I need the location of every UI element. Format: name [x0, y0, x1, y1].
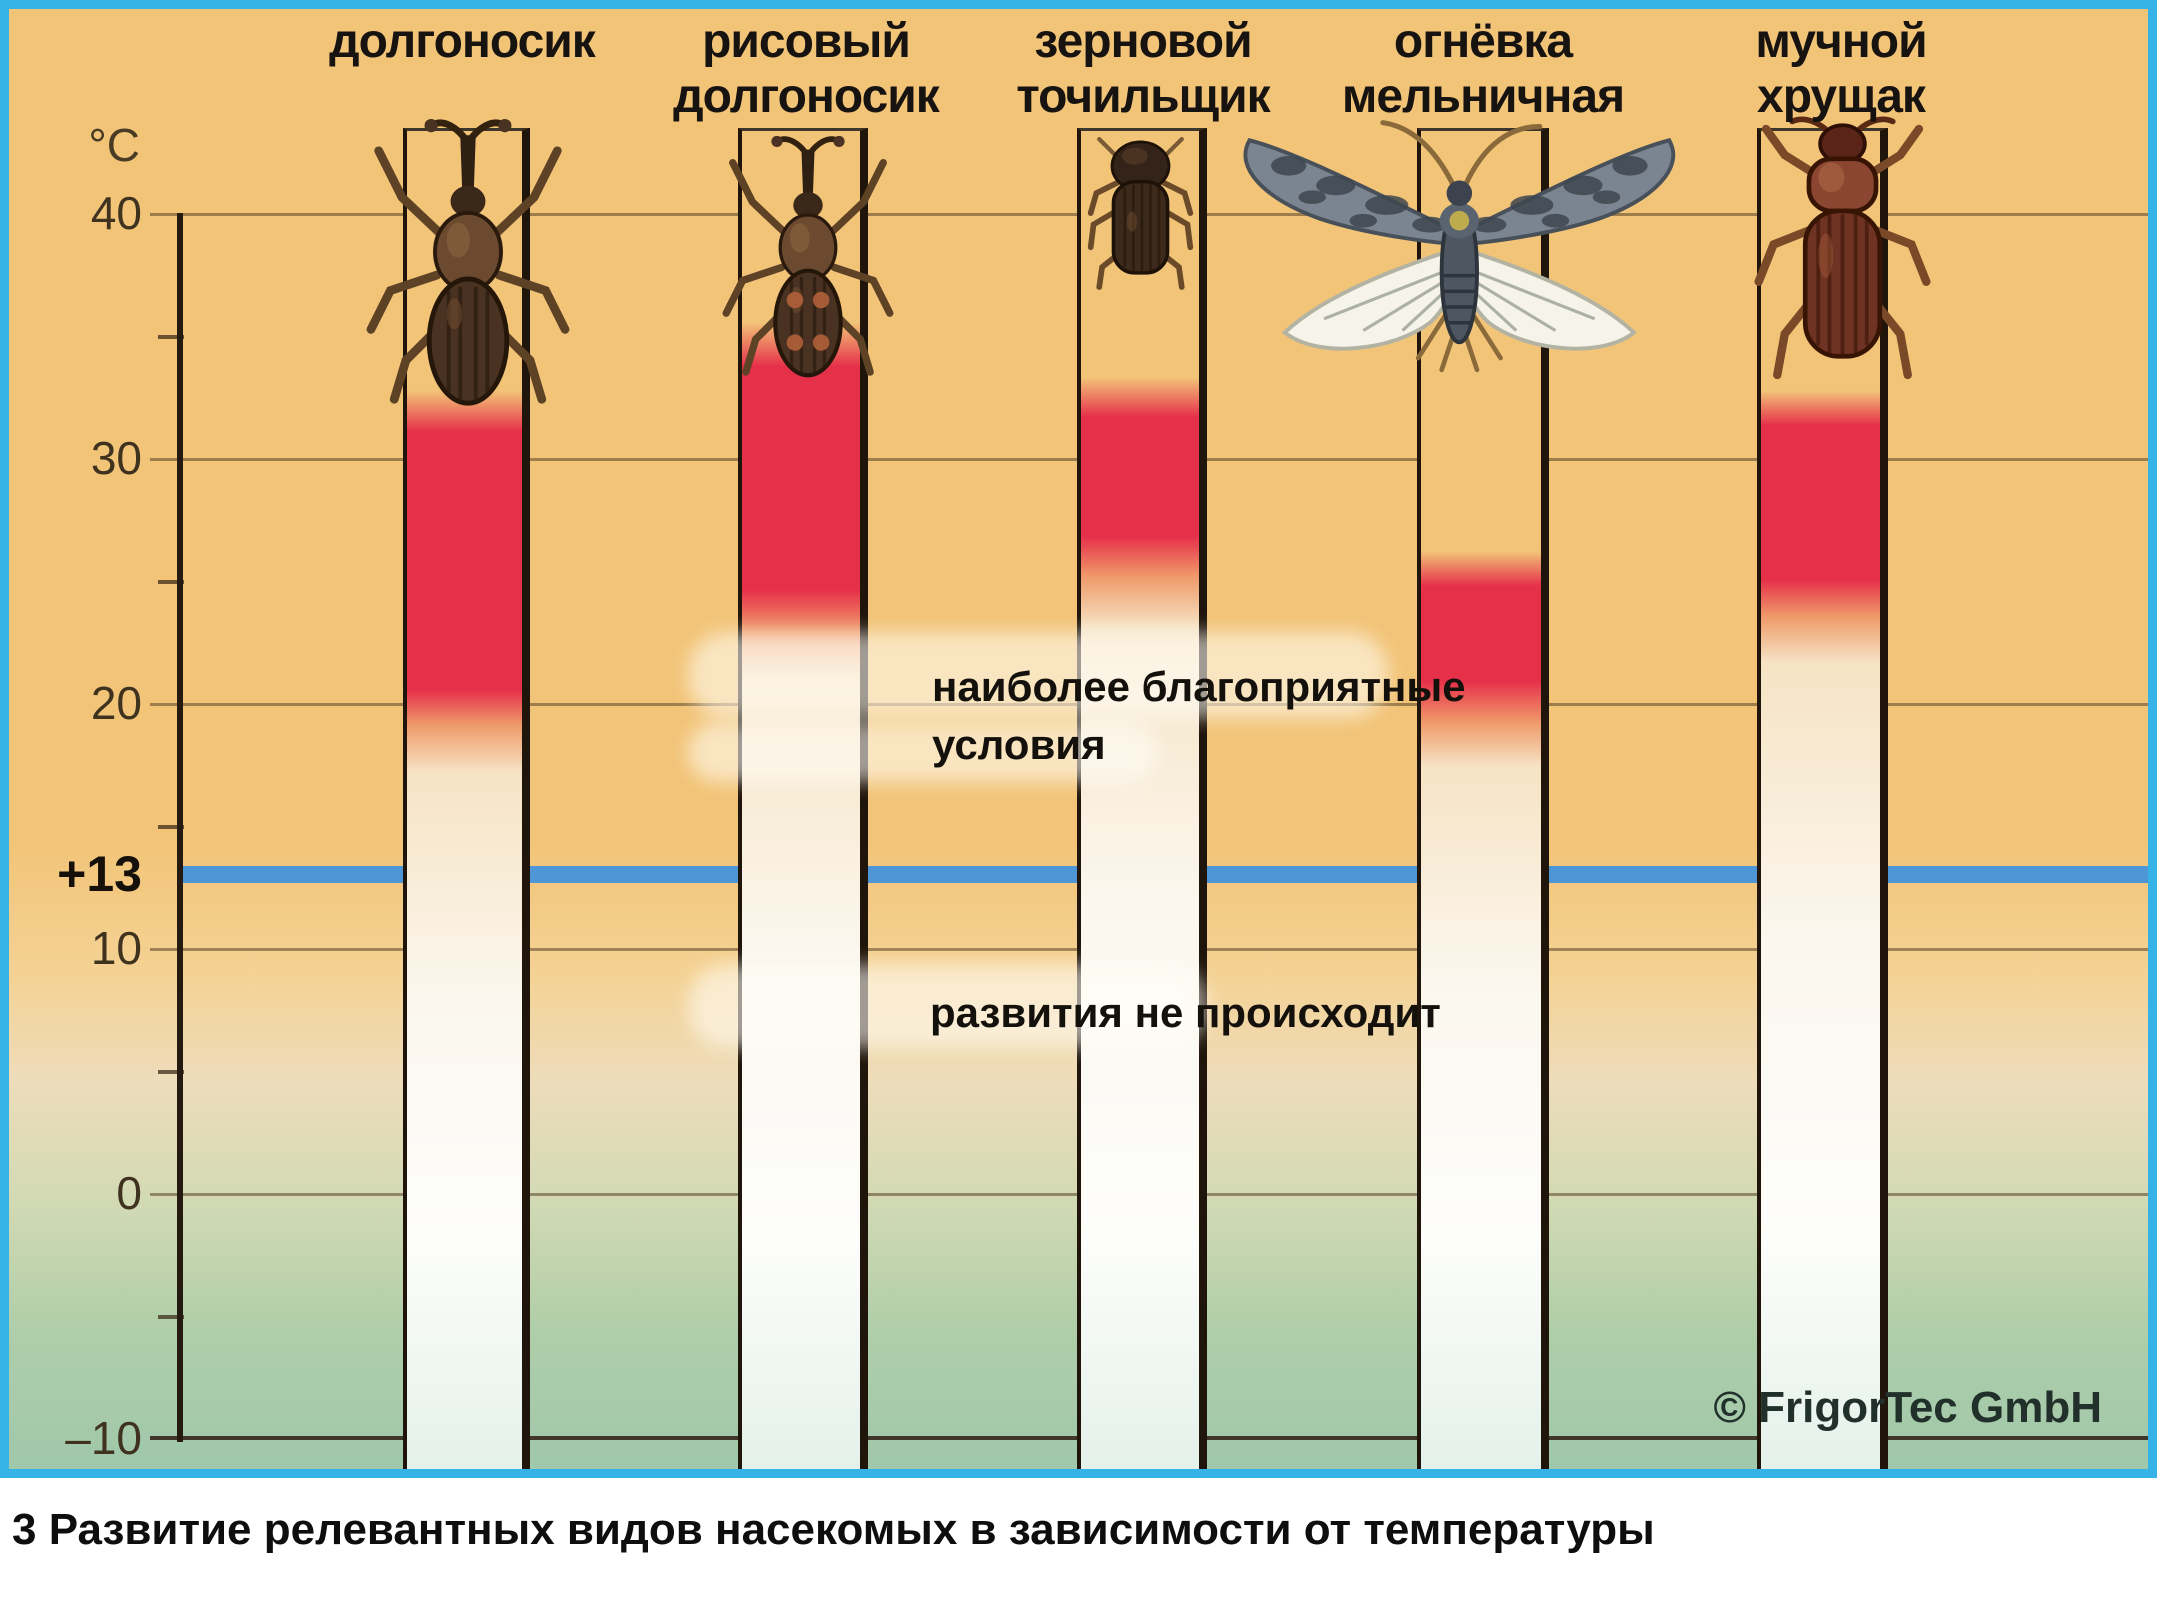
species-label-mill-moth: огнёвка мельничная	[1283, 14, 1683, 124]
grain-weevil-icon	[366, 118, 570, 406]
no-development-text: развития не происходит	[930, 989, 1441, 1036]
favorable-conditions-label: наиболее благоприятные условия	[932, 658, 1466, 774]
no-development-label: развития не происходит	[930, 984, 1441, 1042]
species-label-rice-weevil: рисовый долгоносик	[606, 14, 1006, 124]
tick-label-0: 0	[116, 1167, 142, 1219]
species-label-line: долгоносик	[329, 15, 596, 68]
tick-label-minus10: –10	[65, 1412, 142, 1464]
rice-weevil-icon	[708, 130, 908, 408]
tick-label-30: 30	[90, 432, 142, 484]
species-label-line: хрущак	[1757, 70, 1926, 123]
minor-tick-35	[158, 335, 184, 339]
favorable-line1: наиболее благоприятные	[932, 663, 1466, 710]
species-label-line: точильщик	[1016, 70, 1270, 123]
no-development-glow-band	[688, 964, 1208, 1048]
minor-tick-5	[158, 1070, 184, 1074]
species-label-line: зерновой	[1034, 15, 1252, 68]
tick-label-40: 40	[90, 187, 142, 239]
minor-tick-25	[158, 580, 184, 584]
minor-tick-minus5	[158, 1315, 184, 1319]
figure-caption: 3 Развитие релевантных видов насекомых в…	[12, 1505, 1655, 1554]
tick-label-10: 10	[90, 922, 142, 974]
favorable-glow-band	[688, 632, 1388, 718]
species-label-line: мельничная	[1341, 70, 1625, 123]
favorable-line2: условия	[932, 721, 1106, 768]
species-label-line: мучной	[1755, 15, 1927, 68]
copyright-note: © FrigorTec GmbH	[1713, 1383, 2102, 1432]
axis-unit-label: °C	[88, 119, 140, 171]
species-label-line: долгоносик	[673, 70, 940, 123]
grain-borer-icon	[1087, 136, 1194, 290]
favorable-glow-band2	[688, 722, 1158, 782]
mill-moth-icon	[1243, 120, 1676, 373]
temp-bar-grain-borer	[1077, 128, 1207, 1469]
temp-bar-rice-weevil	[738, 128, 868, 1469]
threshold-13-label: +13	[57, 846, 142, 902]
tick-label-20: 20	[90, 677, 142, 729]
temperature-axis	[177, 213, 183, 1442]
species-label-weevil: долгоносик	[262, 14, 662, 69]
species-label-line: огнёвка	[1393, 15, 1573, 68]
temp-bar-mill-moth	[1417, 128, 1549, 1469]
flour-beetle-icon	[1754, 116, 1931, 380]
species-label-line: рисовый	[702, 15, 911, 68]
species-label-grain-borer: зерновой точильщик	[943, 14, 1343, 124]
species-label-flour-beetle: мучной хрущак	[1641, 14, 2041, 124]
temperature-chart: °C 40 30 20 10 0 –10 +13 долгоносик рисо…	[0, 0, 2157, 1478]
minor-tick-15	[158, 825, 184, 829]
